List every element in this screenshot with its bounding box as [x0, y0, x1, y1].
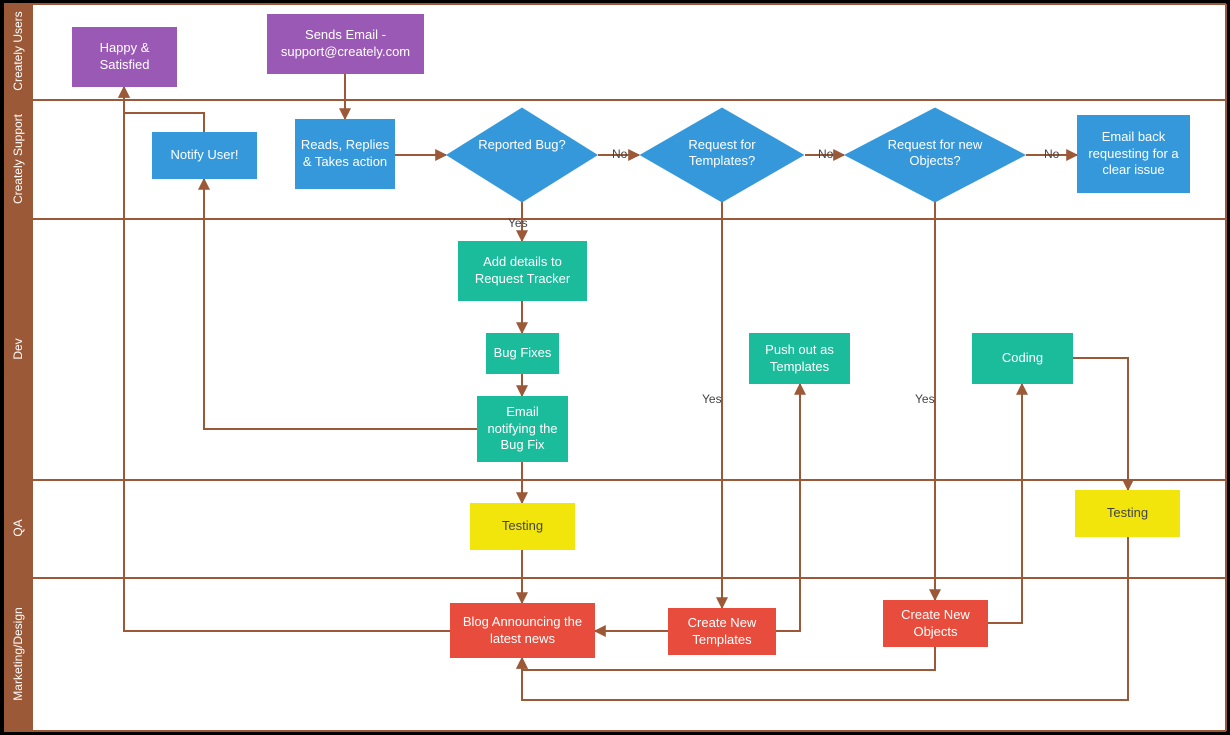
node-email_back: Email back requesting for a clear issue [1077, 115, 1190, 193]
node-blog: Blog Announcing the latest news [450, 603, 595, 658]
edge-label-e_tmplq_ctmpl: Yes [700, 392, 724, 406]
node-label-bug_fixes: Bug Fixes [494, 345, 552, 362]
edge-label-e_bugq_tmplq: No [610, 147, 629, 161]
node-coding: Coding [972, 333, 1073, 384]
node-create_tmpl: Create New Templates [668, 608, 776, 655]
node-sends_email: Sends Email - support@creately.com [267, 14, 424, 74]
node-testing2: Testing [1075, 490, 1180, 537]
node-push_templates: Push out as Templates [749, 333, 850, 384]
lane-label-qa: QA [11, 468, 25, 588]
node-label-create_tmpl: Create New Templates [672, 615, 772, 649]
node-notify_user: Notify User! [152, 132, 257, 179]
node-label-testing1: Testing [502, 518, 543, 535]
node-label-reads: Reads, Replies & Takes action [299, 137, 391, 171]
edge-label-e_bugq_add: Yes [506, 216, 530, 230]
swimlane-flowchart: Creately UsersCreately Support Dev QA Marke… [0, 0, 1230, 735]
node-label-push_templates: Push out as Templates [753, 342, 846, 376]
node-label-notify_user: Notify User! [171, 147, 239, 164]
node-label-sends_email: Sends Email - support@creately.com [271, 27, 420, 61]
lane-label-users: Creately Users [11, 0, 25, 111]
node-label-blog: Blog Announcing the latest news [454, 614, 591, 648]
lane-label-dev: Dev [11, 289, 25, 409]
node-reads: Reads, Replies & Takes action [295, 119, 395, 189]
node-label-email_bugfix: Email notifying the Bug Fix [481, 404, 564, 455]
node-label-happy: Happy & Satisfied [76, 40, 173, 74]
node-label-coding: Coding [1002, 350, 1043, 367]
node-bug_fixes: Bug Fixes [486, 333, 559, 374]
node-label-add_details: Add details to Request Tracker [462, 254, 583, 288]
node-create_obj: Create New Objects [883, 600, 988, 647]
node-testing1: Testing [470, 503, 575, 550]
node-email_bugfix: Email notifying the Bug Fix [477, 396, 568, 462]
edge-label-e_objq_emailb: No [1042, 147, 1061, 161]
node-add_details: Add details to Request Tracker [458, 241, 587, 301]
node-label-email_back: Email back requesting for a clear issue [1081, 129, 1186, 180]
node-label-testing2: Testing [1107, 505, 1148, 522]
edge-label-e_tmplq_objq: No [816, 147, 835, 161]
node-label-create_obj: Create New Objects [887, 607, 984, 641]
lane-label-marketing: Marketing/Design [11, 594, 25, 714]
edge-label-e_objq_cobj: Yes [913, 392, 937, 406]
lane-label-support: Creately Support [11, 99, 25, 219]
node-happy: Happy & Satisfied [72, 27, 177, 87]
